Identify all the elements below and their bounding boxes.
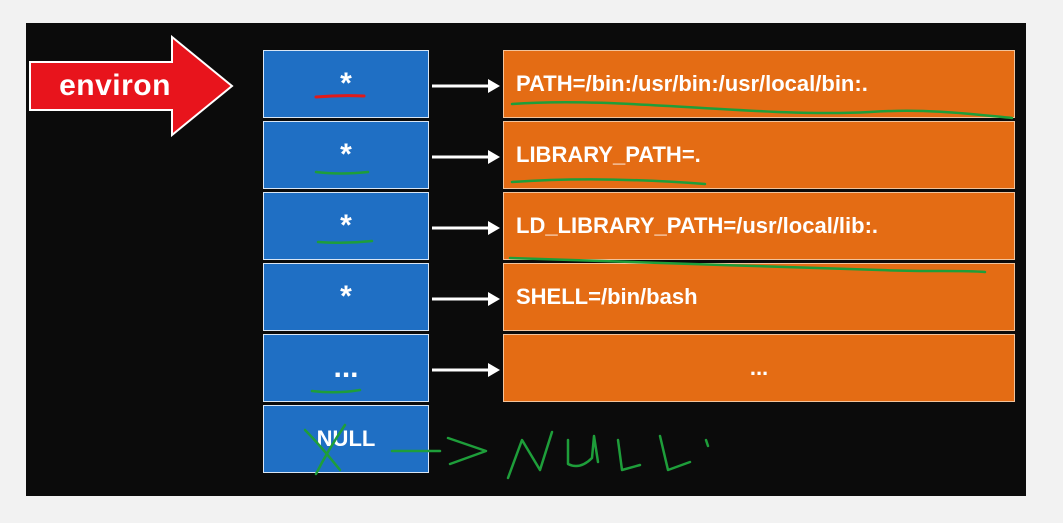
pointer-cell-3: * (263, 192, 429, 260)
green-arrow-head (446, 436, 488, 466)
string-cell-ellipsis: ... (503, 334, 1015, 402)
red-underline-mark (314, 94, 366, 99)
connector-arrow-1 (432, 79, 500, 93)
pointer-cell-4: * (263, 263, 429, 331)
pointer-cell-1: * (263, 50, 429, 118)
connector-arrow-4 (432, 292, 500, 306)
connector-arrow-3 (432, 221, 500, 235)
connector-arrow-5 (432, 363, 500, 377)
green-underline-mark-5 (310, 388, 362, 394)
string-cell-library-path: LIBRARY_PATH=. (503, 121, 1015, 189)
green-underline-path (510, 100, 1014, 120)
green-cross-mark (303, 423, 347, 476)
string-cell-path: PATH=/bin:/usr/bin:/usr/local/bin:. (503, 50, 1015, 118)
pointer-cell-2: * (263, 121, 429, 189)
pointer-cell-null: NULL (263, 405, 429, 473)
green-underline-mark-3 (316, 239, 374, 245)
connector-arrows (432, 79, 500, 377)
green-underline-library (510, 178, 707, 186)
string-cell-ld-library-path: LD_LIBRARY_PATH=/usr/local/lib:. (503, 192, 1015, 260)
environ-arrow (29, 34, 234, 138)
green-underline-mark-2 (314, 170, 370, 175)
string-cell-shell: SHELL=/bin/bash (503, 263, 1015, 331)
green-underline-ld (508, 256, 987, 274)
handwritten-null-scribble (506, 430, 710, 480)
pointer-cell-5: ... (263, 334, 429, 402)
connector-arrow-2 (432, 150, 500, 164)
environ-label: environ (59, 69, 171, 102)
